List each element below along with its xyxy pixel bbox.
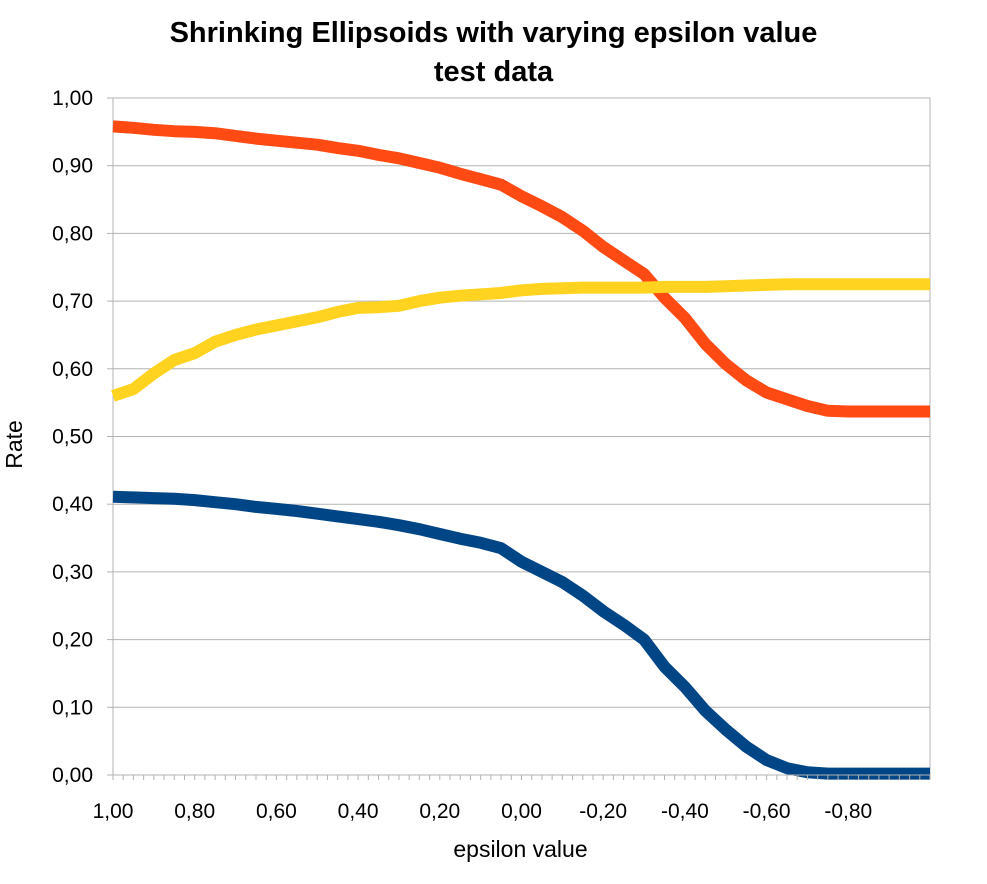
y-tick-label: 0,60 — [52, 358, 93, 381]
y-tick-label: 0,90 — [52, 155, 93, 178]
y-tick-label: 0,10 — [52, 696, 93, 719]
x-axis-title: epsilon value — [453, 836, 587, 862]
x-tick-label: 0,60 — [256, 800, 297, 823]
y-tick-label: 0,20 — [52, 629, 93, 652]
x-tick-label: 0,00 — [501, 800, 542, 823]
y-tick-label: 0,30 — [52, 561, 93, 584]
x-tick-label: 0,40 — [338, 800, 379, 823]
x-tick-label: -0,40 — [661, 800, 709, 823]
y-tick-label: 0,00 — [52, 764, 93, 787]
x-tick-label: 0,80 — [174, 800, 215, 823]
chart-title: Shrinking Ellipsoids with varying epsilo… — [169, 17, 818, 49]
axes: 0,00 0,10 0,20 0,30 0,40 0,50 0,60 0,70 0,80 0,90… — [52, 87, 931, 823]
series-layer — [111, 120, 930, 780]
y-tick-label: 0,80 — [52, 222, 93, 245]
x-tick-label: -0,80 — [824, 800, 872, 823]
y-tick-label: 0,50 — [52, 426, 93, 449]
y-tick-label: 0,70 — [52, 290, 93, 313]
x-tick-label: 0,20 — [419, 800, 460, 823]
series-line-1 — [112, 120, 930, 418]
series-line-3 — [112, 490, 930, 780]
y-axis-title: Rate — [1, 420, 27, 469]
x-tick-label: -0,60 — [743, 800, 791, 823]
y-tick-label: 0,40 — [52, 493, 93, 516]
x-tick-label: 1,00 — [93, 800, 134, 823]
chart-subtitle: test data — [433, 56, 554, 88]
series-line-2 — [111, 278, 930, 402]
y-tick-label: 1,00 — [52, 87, 93, 110]
x-tick-label: -0,20 — [579, 800, 627, 823]
